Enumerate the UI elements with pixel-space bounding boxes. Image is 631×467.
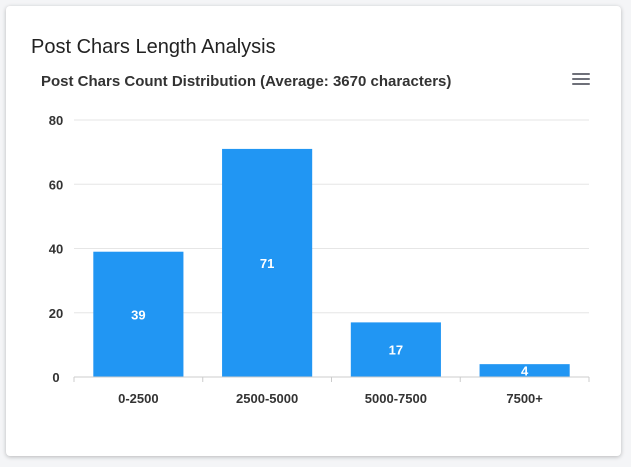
chart-container: Post Chars Count Distribution (Average: … [6,6,621,456]
x-axis: 0-2500 2500-5000 5000-7500 7500+ [73,376,590,406]
chart-title: Post Chars Count Distribution (Average: … [41,73,451,90]
x-tick-label: 7500+ [506,391,543,406]
y-axis: 0 20 40 60 80 [49,113,63,385]
menu-line [572,78,590,80]
chart-card: Post Chars Length Analysis Post Chars Co… [6,6,621,456]
bar-value-label: 39 [131,307,145,322]
y-tick-label: 80 [49,113,63,128]
bar-5000-7500[interactable] [350,322,441,377]
bar-value-label: 71 [260,256,274,271]
bar-chart: Post Chars Count Distribution (Average: … [41,73,590,406]
bar-value-label: 4 [521,364,529,379]
card-title: Post Chars Length Analysis [31,36,276,58]
bar-7500+[interactable] [479,364,570,377]
bar-2500-5000[interactable] [222,148,313,377]
y-tick-label: 60 [49,177,63,192]
y-tick-label: 20 [49,306,63,321]
bar-series: 39 71 17 4 [93,148,570,379]
bar-0-2500[interactable] [93,251,184,377]
y-tick-label: 0 [52,370,59,385]
menu-line [572,73,590,75]
hamburger-menu-icon[interactable] [572,73,590,87]
bar-value-label: 17 [389,343,403,358]
x-tick-label: 5000-7500 [365,391,427,406]
x-tick-label: 0-2500 [118,391,158,406]
menu-line [572,83,590,85]
x-tick-label: 2500-5000 [236,391,298,406]
y-tick-label: 40 [49,242,63,257]
